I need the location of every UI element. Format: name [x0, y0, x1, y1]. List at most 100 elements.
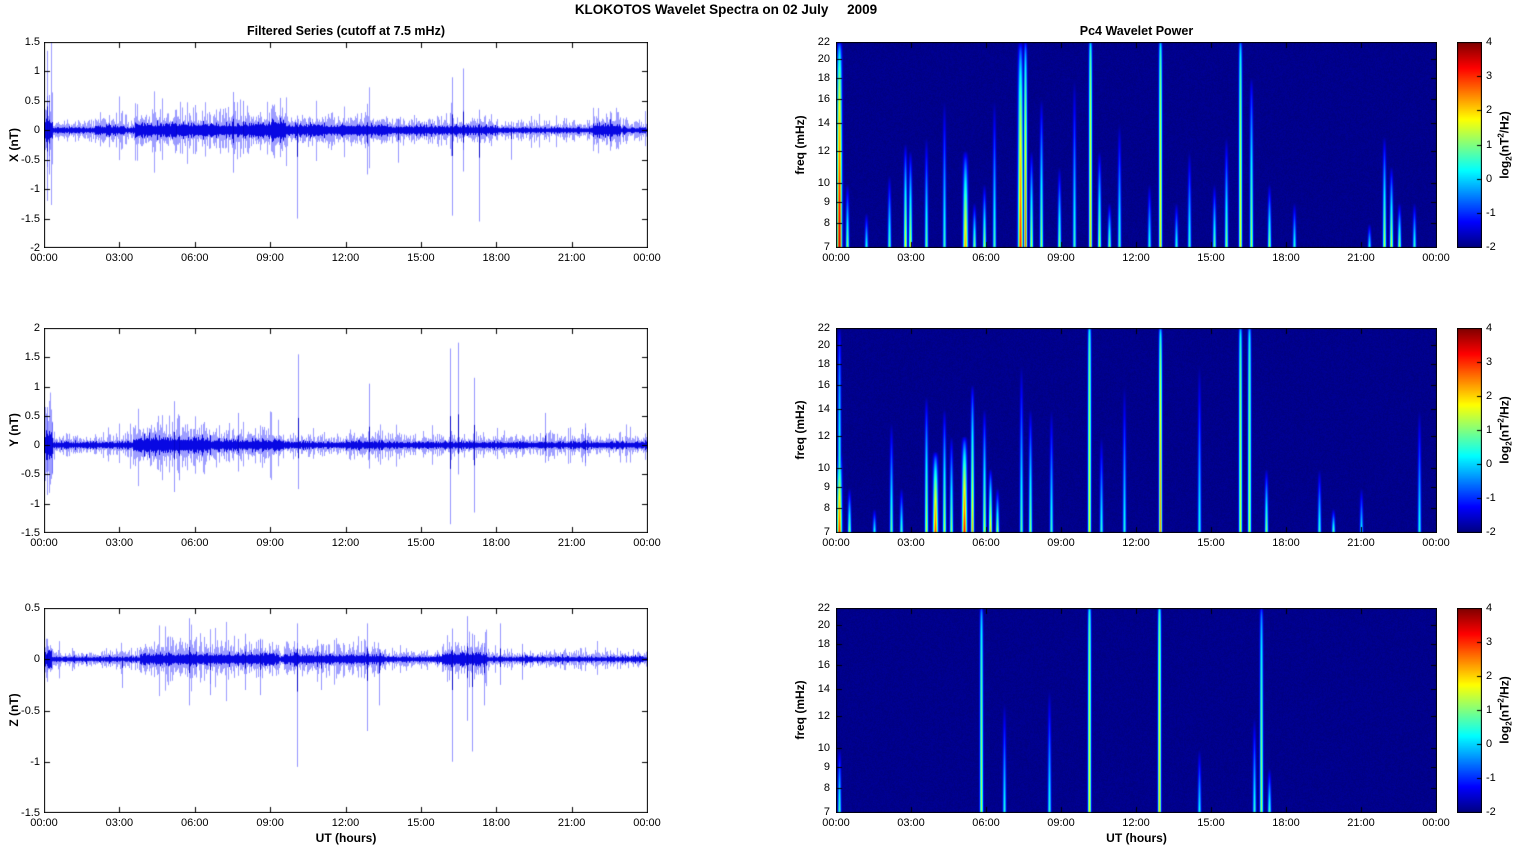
x-tick-label: 12:00	[331, 537, 360, 549]
freq-tick-label: 9	[823, 481, 830, 494]
x-tick-label: 06:00	[972, 537, 1000, 549]
colorbar-z	[1457, 608, 1482, 813]
x-wavelet-power-spectrogram	[836, 42, 1437, 248]
x-tick-label: 03:00	[105, 537, 134, 549]
x-tick-label: 03:00	[105, 817, 134, 829]
colorbar-tick-label: -2	[1486, 806, 1496, 818]
freq-tick-label: 22	[817, 322, 830, 334]
x-tick-label: 03:00	[897, 817, 925, 829]
y-tick-label: -1.5	[21, 212, 40, 225]
colorbar-tick-label: 1	[1486, 704, 1493, 716]
x-tick-label: 15:00	[407, 817, 435, 829]
freq-tick-label: 20	[817, 338, 830, 351]
x-tick-label: 00:00	[1422, 537, 1450, 549]
x-tick-label: 18:00	[1272, 817, 1300, 829]
freq-tick-label: 9	[823, 196, 830, 208]
filtered-series-title: Filtered Series (cutoff at 7.5 mHz)	[247, 24, 445, 38]
x-tick-label: 21:00	[1347, 537, 1375, 549]
y-filtered-series-plot	[44, 328, 648, 533]
colorbar-tick-label: 2	[1486, 670, 1493, 682]
freq-tick-label: 10	[817, 177, 830, 190]
colorbar-tick-label: 3	[1486, 70, 1493, 83]
figure-title: KLOKOTOS Wavelet Spectra on 02 July 2009	[574, 2, 878, 17]
freq-tick-label: 8	[823, 217, 830, 230]
x-tick-label: 00:00	[1422, 252, 1450, 264]
y-tick-label: -1	[30, 183, 40, 196]
z-wavelet-power-spectrogram	[836, 608, 1437, 813]
x-tick-label: 21:00	[557, 537, 586, 549]
y-tick-label: -0.5	[21, 704, 40, 717]
x-tick-label: 15:00	[1197, 817, 1225, 829]
freq-tick-label: 10	[817, 742, 830, 755]
colorbar-tick-label: 0	[1486, 738, 1493, 750]
freq-tick-label: 18	[817, 637, 830, 650]
x-tick-label: 21:00	[1347, 252, 1375, 264]
colorbar-tick-label: 0	[1486, 458, 1493, 470]
freq-tick-label: 12	[817, 709, 830, 722]
x-tick-label: 00:00	[30, 537, 58, 549]
y-tick-label: -1.5	[21, 527, 40, 539]
freq-tick-label: 9	[823, 761, 830, 774]
x-tick-label: 00:00	[822, 817, 850, 829]
x-tick-label: 12:00	[1122, 252, 1150, 264]
colorbar-tick-label: -1	[1486, 772, 1496, 784]
x-tick-label: 06:00	[972, 252, 1000, 264]
x-tick-label: 09:00	[1047, 252, 1075, 264]
freq-tick-label: 12	[817, 144, 830, 157]
x-tick-label: 06:00	[180, 817, 209, 829]
freq-tick-label: 18	[817, 71, 830, 84]
y-wavelet-power-spectrogram	[836, 328, 1437, 533]
freq-tick-label: 20	[817, 618, 830, 631]
x-tick-label: 12:00	[331, 252, 360, 264]
freq-tick-label: 16	[817, 378, 830, 391]
x-tick-label: 03:00	[105, 252, 134, 264]
x-tick-label: 00:00	[633, 817, 661, 829]
freq-tick-label: 14	[817, 682, 830, 695]
y-tick-label: -1	[30, 497, 40, 510]
x-tick-label: 18:00	[482, 817, 511, 829]
y-tick-label: -1	[30, 755, 40, 768]
x-tick-label: 18:00	[482, 252, 511, 264]
x-tick-label: 09:00	[256, 537, 284, 549]
freq-tick-label: 16	[817, 93, 830, 105]
ut-hours-label-right: UT (hours)	[1106, 831, 1167, 845]
freq-tick-label: 14	[817, 402, 830, 415]
y-tick-label: -0.5	[21, 468, 40, 481]
freq-tick-label: 20	[817, 53, 830, 66]
colorbar-y	[1457, 328, 1482, 533]
colorbar-tick-label: 4	[1486, 322, 1493, 334]
freq-tick-label: 7	[823, 526, 830, 538]
y-tick-label: 1.5	[24, 36, 40, 48]
y-tick-label: -1.5	[21, 807, 40, 819]
x-tick-label: 00:00	[822, 252, 850, 264]
wavelet-power-title: Pc4 Wavelet Power	[1079, 24, 1194, 38]
x-tick-label: 06:00	[180, 252, 209, 264]
colorbar-tick-label: -1	[1486, 206, 1496, 219]
x-tick-label: 00:00	[822, 537, 850, 549]
freq-tick-label: 22	[817, 602, 830, 614]
freq-tick-label: 18	[817, 357, 830, 370]
x-tick-label: 03:00	[897, 252, 925, 264]
freq-tick-label: 14	[817, 116, 830, 129]
x-tick-label: 00:00	[30, 817, 58, 829]
freq-tick-label: 12	[817, 429, 830, 442]
colorbar-x	[1457, 42, 1482, 248]
x-tick-label: 15:00	[407, 537, 435, 549]
y-tick-label: 2	[33, 322, 40, 334]
colorbar-tick-label: 2	[1486, 104, 1493, 117]
x-tick-label: 09:00	[1047, 817, 1075, 829]
x-tick-label: 18:00	[1272, 537, 1300, 549]
y-tick-label: 0.5	[24, 409, 40, 422]
freq-tick-label: 10	[817, 462, 830, 475]
x-tick-label: 00:00	[30, 252, 58, 264]
y-tick-label: 0	[33, 439, 40, 452]
y-tick-label: -2	[30, 242, 40, 254]
freq-tick-label: 22	[817, 36, 830, 48]
x-tick-label: 21:00	[1347, 817, 1375, 829]
freq-tick-label: 8	[823, 502, 830, 515]
x-tick-label: 12:00	[1122, 537, 1150, 549]
y-tick-label: 0	[33, 124, 40, 137]
colorbar-tick-label: -2	[1486, 526, 1496, 538]
x-tick-label: 18:00	[482, 537, 511, 549]
x-tick-label: 00:00	[633, 537, 661, 549]
